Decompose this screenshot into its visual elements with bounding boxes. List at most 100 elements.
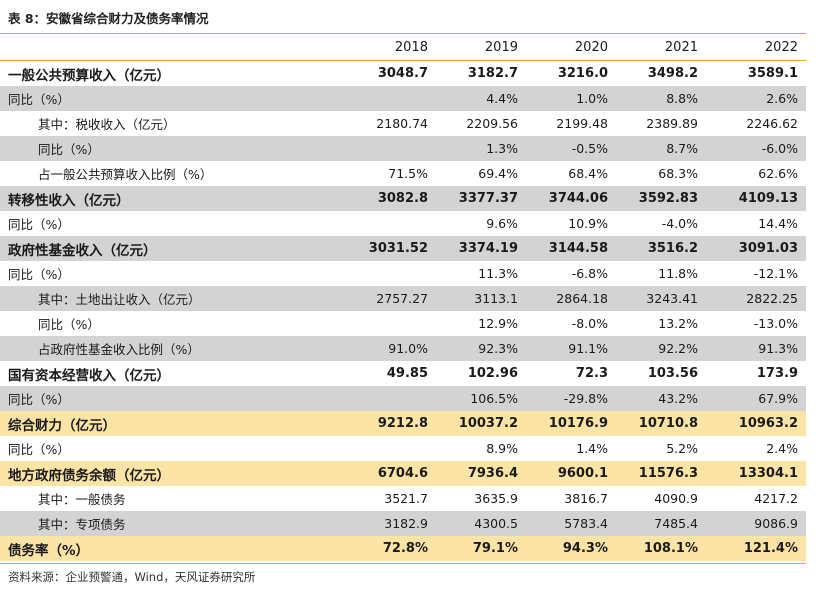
row-label: 同比（%） bbox=[38, 317, 100, 332]
value-cell: 14.4% bbox=[758, 216, 798, 231]
value-cell: 7485.4 bbox=[654, 516, 698, 531]
header-year: 2021 bbox=[664, 40, 698, 55]
value-cell: 68.4% bbox=[568, 166, 608, 181]
value-cell: 9.6% bbox=[486, 216, 518, 231]
row-label: 综合财力（亿元） bbox=[8, 417, 116, 434]
table-row: 占政府性基金收入比例（%） 91.0% 92.3% 91.1% 92.2% 91.3% bbox=[0, 336, 806, 361]
value-cell: 2757.27 bbox=[376, 291, 428, 306]
row-label: 转移性收入（亿元） bbox=[8, 192, 130, 209]
value-cell: -12.1% bbox=[753, 266, 798, 281]
row-label: 其中：土地出让收入（亿元） bbox=[38, 292, 201, 307]
value-cell bbox=[286, 211, 436, 236]
table-row: 债务率（%） 72.8% 79.1% 94.3% 108.1% 121.4% bbox=[0, 536, 806, 561]
value-cell: 91.1% bbox=[568, 341, 608, 356]
value-cell: 67.9% bbox=[758, 391, 798, 406]
table-row: 同比（%） 4.4% 1.0% 8.8% 2.6% bbox=[0, 86, 806, 111]
bottom-divider bbox=[0, 563, 806, 564]
value-cell: 10963.2 bbox=[738, 416, 798, 431]
value-cell: 71.5% bbox=[388, 166, 428, 181]
row-label: 同比（%） bbox=[8, 92, 70, 107]
table-row: 同比（%） 106.5% -29.8% 43.2% 67.9% bbox=[0, 386, 806, 411]
row-label: 国有资本经营收入（亿元） bbox=[8, 367, 170, 384]
value-cell: 69.4% bbox=[478, 166, 518, 181]
value-cell: 3498.2 bbox=[647, 66, 698, 81]
value-cell: 4109.13 bbox=[738, 191, 798, 206]
value-cell bbox=[286, 436, 436, 461]
value-cell bbox=[286, 86, 436, 111]
value-cell: 8.7% bbox=[666, 141, 698, 156]
value-cell: 3182.9 bbox=[384, 516, 428, 531]
value-cell bbox=[286, 136, 436, 161]
value-cell: 10.9% bbox=[568, 216, 608, 231]
row-label: 政府性基金收入（亿元） bbox=[8, 242, 157, 259]
value-cell: 6704.6 bbox=[377, 466, 428, 481]
value-cell: 68.3% bbox=[658, 166, 698, 181]
table-title: 表 8：安徽省综合财力及债务率情况 bbox=[8, 11, 209, 26]
value-cell: 2246.62 bbox=[746, 116, 798, 131]
value-cell: 3031.52 bbox=[368, 241, 428, 256]
value-cell: -13.0% bbox=[753, 316, 798, 331]
value-cell: 1.0% bbox=[576, 91, 608, 106]
value-cell: 43.2% bbox=[658, 391, 698, 406]
value-cell: 1.3% bbox=[486, 141, 518, 156]
value-cell: 10037.2 bbox=[458, 416, 518, 431]
value-cell: 3182.7 bbox=[467, 66, 518, 81]
value-cell: 10176.9 bbox=[548, 416, 608, 431]
value-cell: 3048.7 bbox=[377, 66, 428, 81]
header-row: 2018 2019 2020 2021 2022 bbox=[0, 35, 806, 61]
value-cell: -0.5% bbox=[571, 141, 608, 156]
value-cell: 92.2% bbox=[658, 341, 698, 356]
source-note: 资料来源：企业预警通，Wind，天风证券研究所 bbox=[8, 570, 256, 584]
table-row: 转移性收入（亿元） 3082.8 3377.37 3744.06 3592.83 4109… bbox=[0, 186, 806, 211]
value-cell: 102.96 bbox=[467, 366, 518, 381]
value-cell: 94.3% bbox=[562, 541, 608, 556]
value-cell: 49.85 bbox=[386, 366, 428, 381]
value-cell: 11.3% bbox=[478, 266, 518, 281]
value-cell: 2822.25 bbox=[746, 291, 798, 306]
header-year: 2020 bbox=[574, 40, 608, 55]
value-cell: 8.9% bbox=[486, 441, 518, 456]
value-cell: 5783.4 bbox=[564, 516, 608, 531]
value-cell: 2199.48 bbox=[556, 116, 608, 131]
value-cell: 2180.74 bbox=[376, 116, 428, 131]
value-cell: 3082.8 bbox=[377, 191, 428, 206]
header-label-cell bbox=[0, 35, 286, 61]
row-label: 占政府性基金收入比例（%） bbox=[38, 342, 200, 357]
value-cell: 4090.9 bbox=[654, 491, 698, 506]
title-divider bbox=[0, 33, 806, 34]
row-label: 其中：税收收入（亿元） bbox=[38, 117, 176, 132]
row-label: 同比（%） bbox=[8, 217, 70, 232]
value-cell: 3374.19 bbox=[458, 241, 518, 256]
value-cell: 12.9% bbox=[478, 316, 518, 331]
value-cell: 3243.41 bbox=[646, 291, 698, 306]
value-cell: -6.0% bbox=[761, 141, 798, 156]
value-cell: 7936.4 bbox=[467, 466, 518, 481]
row-label: 一般公共预算收入（亿元） bbox=[8, 67, 170, 84]
table-row: 其中：税收收入（亿元） 2180.74 2209.56 2199.48 2389.89 2… bbox=[0, 111, 806, 136]
value-cell: 2389.89 bbox=[646, 116, 698, 131]
value-cell: 2.6% bbox=[766, 91, 798, 106]
value-cell: -29.8% bbox=[563, 391, 608, 406]
value-cell: 3592.83 bbox=[638, 191, 698, 206]
table-row: 同比（%） 12.9% -8.0% 13.2% -13.0% bbox=[0, 311, 806, 336]
value-cell: 3516.2 bbox=[647, 241, 698, 256]
value-cell: 4217.2 bbox=[754, 491, 798, 506]
value-cell: 3216.0 bbox=[557, 66, 608, 81]
value-cell: 8.8% bbox=[666, 91, 698, 106]
value-cell: 3113.1 bbox=[474, 291, 518, 306]
value-cell: 106.5% bbox=[470, 391, 518, 406]
value-cell: 121.4% bbox=[743, 541, 798, 556]
value-cell: 11.8% bbox=[658, 266, 698, 281]
value-cell: 103.56 bbox=[647, 366, 698, 381]
value-cell: 11576.3 bbox=[638, 466, 698, 481]
value-cell: 13.2% bbox=[658, 316, 698, 331]
value-cell: 72.8% bbox=[382, 541, 428, 556]
table-row: 同比（%） 1.3% -0.5% 8.7% -6.0% bbox=[0, 136, 806, 161]
value-cell: 10710.8 bbox=[638, 416, 698, 431]
table-row: 政府性基金收入（亿元） 3031.52 3374.19 3144.58 3516.2 30… bbox=[0, 236, 806, 261]
value-cell: 173.9 bbox=[756, 366, 798, 381]
value-cell: 3091.03 bbox=[738, 241, 798, 256]
table-row: 同比（%） 8.9% 1.4% 5.2% 2.4% bbox=[0, 436, 806, 461]
table-row: 一般公共预算收入（亿元） 3048.7 3182.7 3216.0 3498.2 3589… bbox=[0, 60, 806, 86]
finance-table: 2018 2019 2020 2021 2022 一般公共预算收入（亿元） 304… bbox=[0, 35, 806, 561]
